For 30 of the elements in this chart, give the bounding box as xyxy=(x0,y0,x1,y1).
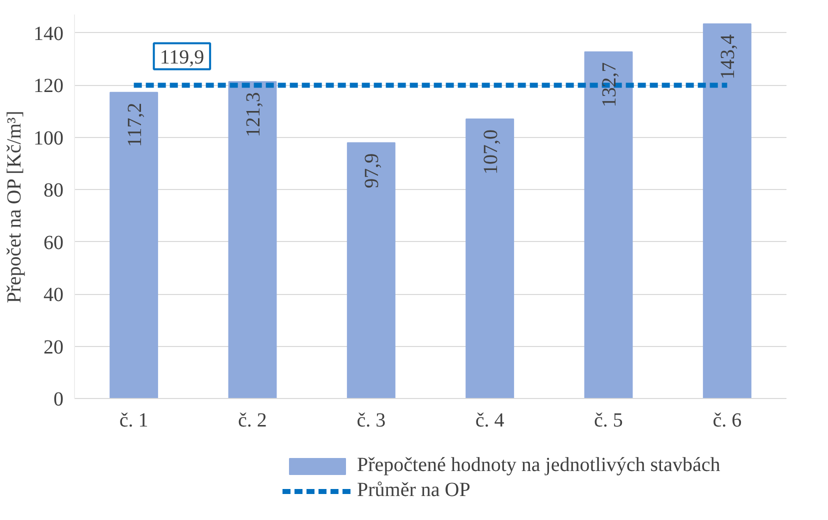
y-tick-label: 0 xyxy=(54,388,64,410)
bar xyxy=(228,81,277,398)
data-label: 119,9 xyxy=(160,46,204,68)
y-tick-label: 60 xyxy=(44,232,64,254)
y-tick-label: 40 xyxy=(44,284,64,306)
data-label: 107,0 xyxy=(480,129,502,174)
data-label: 97,9 xyxy=(361,153,384,188)
x-tick-label: č. 3 xyxy=(356,410,386,432)
y-axis-title: Přepočet na OP [Kč/m³] xyxy=(4,110,26,304)
data-label: 132,7 xyxy=(598,62,620,108)
data-label: 143,4 xyxy=(717,34,740,80)
data-label: 121,3 xyxy=(242,92,264,138)
y-tick-label: 80 xyxy=(44,180,64,202)
y-tick-label: 20 xyxy=(44,336,64,358)
x-tick-label: č. 2 xyxy=(238,410,267,432)
data-label: 117,2 xyxy=(124,102,146,148)
y-tick-label: 120 xyxy=(34,75,64,98)
x-tick-label: č. 5 xyxy=(594,410,623,432)
bar xyxy=(702,23,752,398)
legend-label: Přepočtené hodnoty na jednotlivých stavbách xyxy=(357,454,720,477)
x-tick-label: č. 4 xyxy=(475,410,504,432)
bar xyxy=(466,118,514,398)
bar xyxy=(110,92,158,398)
x-tick-label: č. 1 xyxy=(119,410,148,432)
y-tick-label: 100 xyxy=(34,127,64,150)
bar xyxy=(584,51,633,398)
x-tick-label: č. 6 xyxy=(712,410,742,432)
y-tick-label: 140 xyxy=(34,22,64,45)
legend-label: Průměr na OP xyxy=(357,479,470,502)
bar xyxy=(346,142,396,398)
